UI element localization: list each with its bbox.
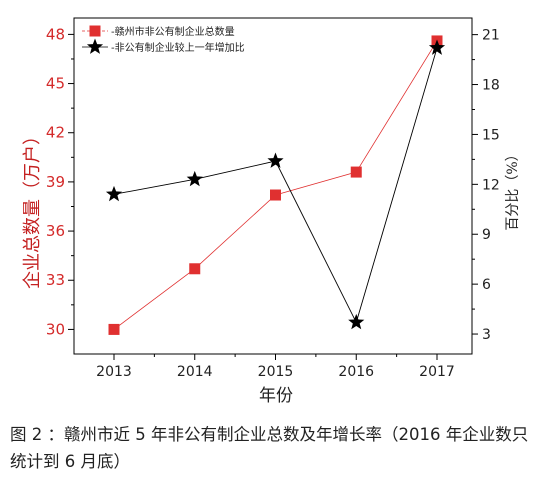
series-2-point [428,39,446,55]
y-axis-left-title: 企业总数量（万户） [22,127,43,289]
y-left-tick-label: 48 [46,25,65,43]
series-1-point [350,166,362,178]
y-right-tick-label: 18 [482,78,500,94]
x-tick-label: 2016 [338,364,374,380]
legend: -赣州市非公有制企业总数量 -非公有制企业较上一年增加比 [82,25,245,54]
series-2-point [267,152,284,168]
legend-marker [86,38,104,54]
legend-label: -非公有制企业较上一年增加比 [111,41,245,54]
series-2-point [348,313,365,330]
series-1-point [270,189,281,201]
series-2-point [186,170,203,187]
series-lines [113,40,438,330]
series-markers [105,35,446,335]
x-axis-title: 年份 [259,386,293,406]
x-tick-label: 2013 [96,364,132,380]
y-right-tick-label: 12 [482,177,500,193]
series-line-2 [113,47,438,324]
legend-marker [89,25,101,37]
figure-caption: 图 2 ：赣州市近 5 年非公有制企业总数及年增长率（2016 年企业数只统计到… [10,425,529,471]
x-tick-label: 2014 [177,364,213,380]
y-right-tick-label: 6 [482,277,491,293]
y-left-tick-label: 45 [46,75,65,93]
y-left-tick-label: 36 [46,222,65,240]
series-1-point [108,323,120,335]
y-right-tick-label: 21 [482,28,500,44]
axis-ticks: 2013 2014 2015 2016 201730333639424548369121… [46,25,500,380]
y-left-tick-label: 39 [46,173,65,191]
y-axis-right-title: 百分比（%） [505,147,521,230]
series-2-point [105,185,123,202]
series-1-point [189,263,201,275]
x-tick-label: 2015 [258,364,294,380]
y-right-tick-label: 9 [482,227,491,243]
axes-frame [73,17,473,355]
legend-label: -赣州市非公有制企业总数量 [111,25,235,38]
chart: 2013 2014 2015 2016 201730333639424548369121… [22,17,521,406]
plot-frame [73,17,473,355]
y-left-tick-label: 42 [46,124,65,142]
y-left-tick-label: 30 [46,320,65,338]
y-right-tick-label: 3 [482,327,491,343]
x-tick-label: 2017 [419,364,455,380]
y-right-tick-label: 15 [482,127,500,143]
y-left-tick-label: 33 [46,271,65,289]
